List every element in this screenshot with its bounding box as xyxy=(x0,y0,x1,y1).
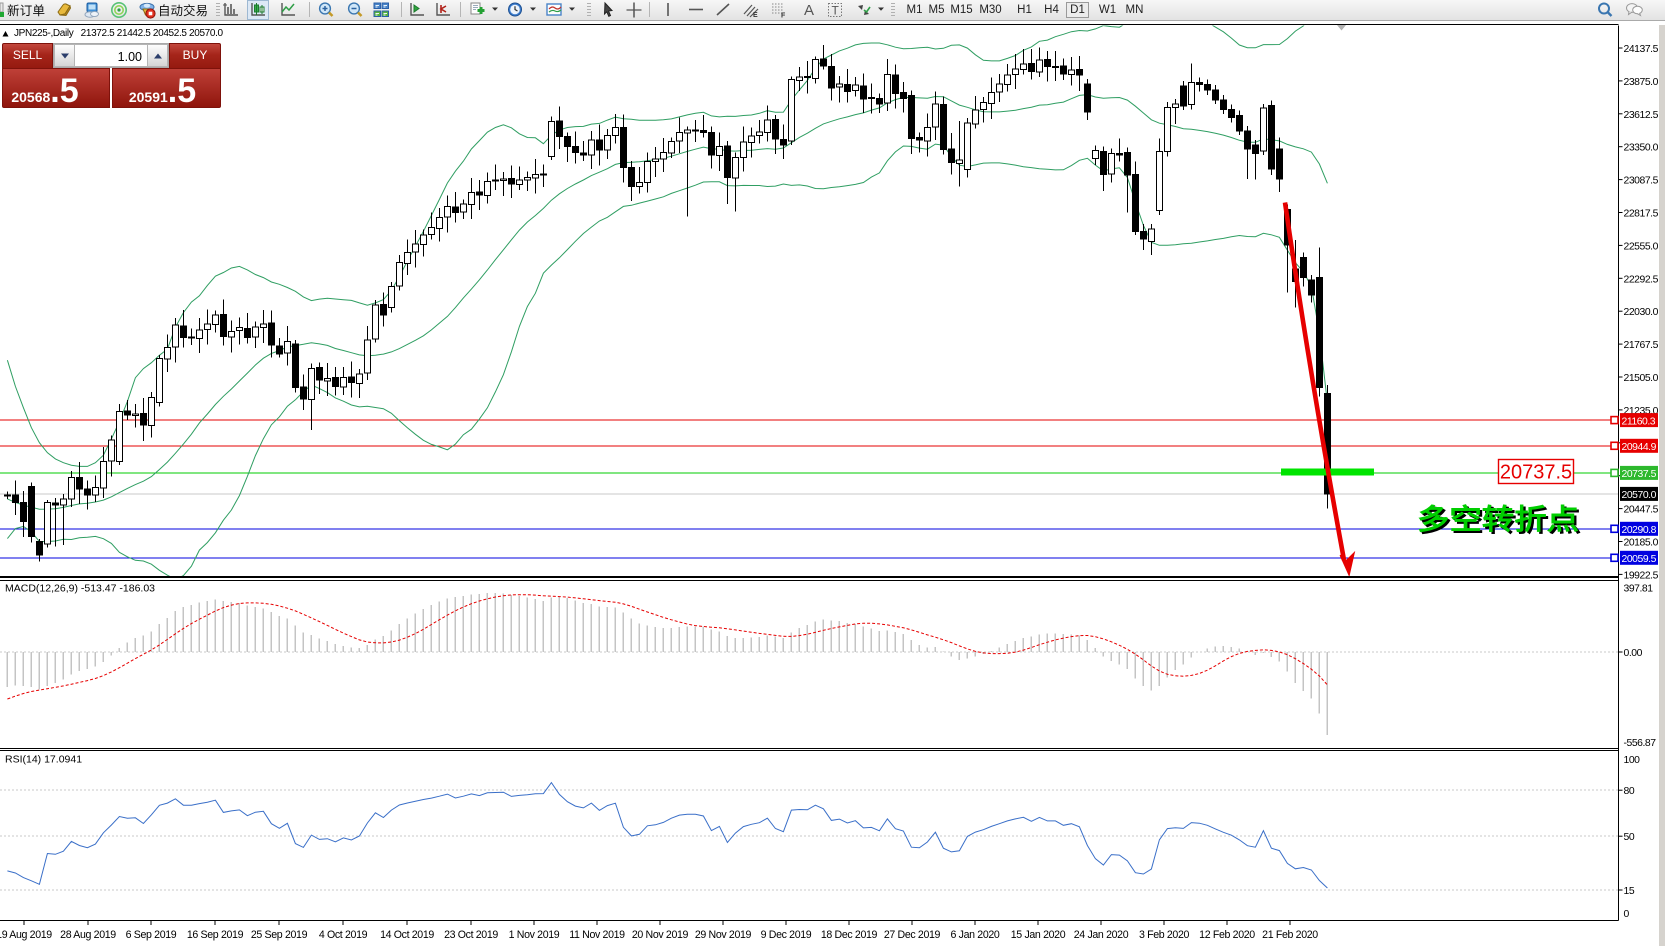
svg-text:11 Nov 2019: 11 Nov 2019 xyxy=(569,929,625,941)
svg-text:20447.5: 20447.5 xyxy=(1624,505,1659,516)
svg-text:20185.0: 20185.0 xyxy=(1624,538,1659,549)
svg-text:新订单: 新订单 xyxy=(7,3,45,18)
svg-text:20290.8: 20290.8 xyxy=(1622,525,1657,536)
svg-text:JPN225-,Daily 21372.5 21442.: JPN225-,Daily 21372.5 21442.5 20452.5 20… xyxy=(14,28,224,39)
svg-text:28 Aug 2019: 28 Aug 2019 xyxy=(60,929,116,941)
svg-text:23087.5: 23087.5 xyxy=(1624,176,1659,187)
svg-text:18 Dec 2019: 18 Dec 2019 xyxy=(821,929,878,941)
svg-text:3 Feb 2020: 3 Feb 2020 xyxy=(1139,929,1190,941)
svg-text:多空转折点: 多空转折点 xyxy=(1417,503,1579,536)
svg-text:6 Jan 2020: 6 Jan 2020 xyxy=(951,929,1000,941)
svg-text:21767.5: 21767.5 xyxy=(1624,340,1659,351)
svg-text:20059.5: 20059.5 xyxy=(1622,554,1657,565)
svg-text:4 Oct 2019: 4 Oct 2019 xyxy=(319,929,368,941)
svg-text:27 Dec 2019: 27 Dec 2019 xyxy=(884,929,941,941)
svg-text:6 Sep 2019: 6 Sep 2019 xyxy=(126,929,177,941)
svg-text:21160.3: 21160.3 xyxy=(1622,416,1656,427)
svg-text:20737.5: 20737.5 xyxy=(1500,462,1572,484)
svg-text:80: 80 xyxy=(1624,786,1635,797)
svg-text:24137.5: 24137.5 xyxy=(1624,44,1659,55)
svg-text:22030.0: 22030.0 xyxy=(1624,307,1659,318)
svg-text:50: 50 xyxy=(1624,832,1635,843)
svg-text:21235.0: 21235.0 xyxy=(1624,406,1659,417)
svg-text:RSI(14) 17.0941: RSI(14) 17.0941 xyxy=(5,754,82,766)
svg-text:16 Sep 2019: 16 Sep 2019 xyxy=(187,929,244,941)
svg-text:12 Feb 2020: 12 Feb 2020 xyxy=(1199,929,1255,941)
svg-text:23350.0: 23350.0 xyxy=(1624,143,1659,154)
svg-text:F: F xyxy=(781,13,786,20)
svg-text:MACD(12,26,9) -513.47 -186.03: MACD(12,26,9) -513.47 -186.03 xyxy=(5,583,155,595)
svg-text:22817.5: 22817.5 xyxy=(1624,209,1659,220)
svg-text:15: 15 xyxy=(1624,886,1635,897)
svg-text:0: 0 xyxy=(1624,909,1630,920)
svg-text:21505.0: 21505.0 xyxy=(1624,373,1659,384)
svg-text:23612.5: 23612.5 xyxy=(1624,110,1659,121)
svg-text:23875.0: 23875.0 xyxy=(1624,77,1659,88)
svg-text:1 Nov 2019: 1 Nov 2019 xyxy=(509,929,560,941)
svg-text:19 Aug 2019: 19 Aug 2019 xyxy=(0,929,52,941)
svg-text:25 Sep 2019: 25 Sep 2019 xyxy=(251,929,308,941)
svg-text:20737.5: 20737.5 xyxy=(1622,469,1657,480)
svg-text:29 Nov 2019: 29 Nov 2019 xyxy=(695,929,752,941)
svg-text:24 Jan 2020: 24 Jan 2020 xyxy=(1074,929,1129,941)
svg-text:23 Oct 2019: 23 Oct 2019 xyxy=(444,929,498,941)
svg-text:20944.9: 20944.9 xyxy=(1622,442,1657,453)
svg-text:22292.5: 22292.5 xyxy=(1624,274,1659,285)
svg-text:自动交易: 自动交易 xyxy=(158,3,208,18)
svg-text:-556.87: -556.87 xyxy=(1624,738,1657,749)
svg-text:9 Dec 2019: 9 Dec 2019 xyxy=(761,929,812,941)
svg-text:397.81: 397.81 xyxy=(1624,584,1654,595)
svg-text:0.00: 0.00 xyxy=(1624,648,1643,659)
svg-text:14 Oct 2019: 14 Oct 2019 xyxy=(380,929,434,941)
svg-text:15 Jan 2020: 15 Jan 2020 xyxy=(1011,929,1066,941)
svg-text:A: A xyxy=(804,2,814,19)
svg-text:20570.0: 20570.0 xyxy=(1622,490,1657,501)
svg-text:E: E xyxy=(753,12,758,19)
svg-text:100: 100 xyxy=(1624,755,1641,766)
svg-text:21 Feb 2020: 21 Feb 2020 xyxy=(1262,929,1318,941)
svg-text:20 Nov 2019: 20 Nov 2019 xyxy=(632,929,689,941)
svg-text:19922.5: 19922.5 xyxy=(1624,570,1659,581)
svg-text:22555.0: 22555.0 xyxy=(1624,241,1659,252)
svg-text:T: T xyxy=(832,4,840,18)
